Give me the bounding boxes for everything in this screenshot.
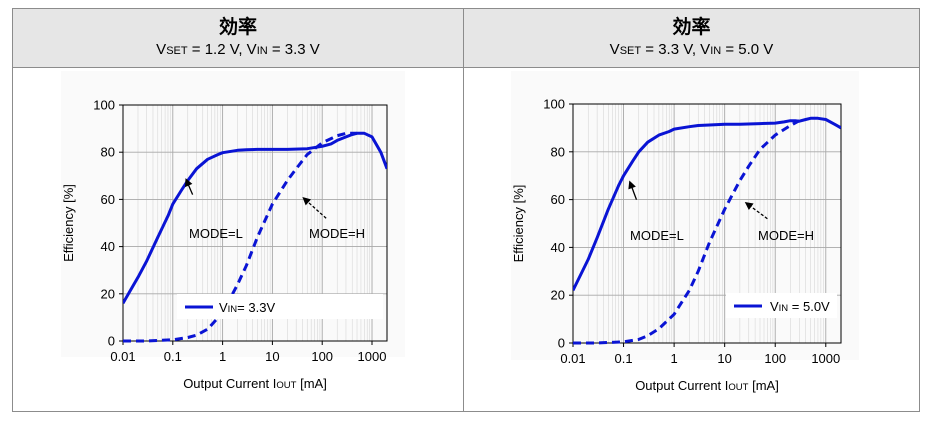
x-tick-label: 0.01: [560, 351, 585, 366]
grid: [572, 104, 842, 343]
series-line-mode-l: [573, 116, 841, 292]
y-tick-label: 60: [101, 192, 115, 207]
panel-title: 効率: [218, 16, 257, 38]
x-tick-label: 100: [311, 349, 333, 364]
x-axis-label-sub: OUT: [728, 382, 748, 393]
x-axis-label-sub: OUT: [276, 380, 296, 391]
x-tick-label: 1000: [358, 349, 387, 364]
annotation-label: MODE=L: [630, 228, 684, 243]
subtitle-vin-v: V: [700, 41, 711, 58]
x-axis-label: Output Current IOUT [mA]: [635, 378, 779, 393]
x-axis-label-main: Output Current I: [183, 376, 276, 391]
subtitle-vset-value: = 3.3 V,: [641, 41, 701, 58]
annotation-arrow-head: [744, 201, 754, 210]
plot-area: [122, 104, 388, 342]
plot-area: [572, 103, 842, 344]
efficiency-chart-left: 0.01 0.1 1 10 100 1000 0 20 40 60 80 100 Output Curr…: [61, 71, 405, 391]
annotation-label: MODE=L: [189, 226, 243, 241]
subtitle-vset-sub: SET: [166, 45, 188, 57]
legend-label-rest: = 5.0V: [788, 299, 830, 314]
panel-header-right: 効率 VSET = 3.3 V, VIN = 5.0 V: [464, 9, 919, 68]
annotation-label: MODE=H: [309, 226, 365, 241]
x-tick-label: 10: [717, 351, 731, 366]
annotation-arrow-head: [185, 178, 193, 188]
subtitle-vin-v: V: [246, 41, 257, 58]
subtitle-vin-value: = 5.0 V: [721, 41, 774, 58]
subtitle-vset-v: V: [156, 41, 167, 58]
x-axis-label: Output Current IOUT [mA]: [183, 376, 327, 391]
panel-header-left: 効率 VSET = 1.2 V, VIN = 3.3 V: [13, 9, 463, 68]
legend-label-v: V: [770, 299, 779, 314]
subtitle-vin-sub: IN: [256, 45, 268, 57]
y-tick-label: 0: [558, 336, 565, 351]
y-tick-label: 80: [101, 145, 115, 160]
legend-label: VIN = 5.0V: [770, 299, 830, 314]
legend-label-sub: IN: [228, 304, 238, 315]
y-tick-label: 60: [551, 192, 565, 207]
panel-subtitle: VSET = 3.3 V, VIN = 5.0 V: [464, 41, 919, 60]
x-tick-label: 0.01: [110, 349, 135, 364]
annotation-label: MODE=H: [758, 228, 814, 243]
series-line-mode-h: [123, 131, 357, 343]
annotation-arrow-line: [305, 199, 327, 219]
annotation-arrow-line: [748, 204, 768, 220]
efficiency-chart-right: 0.01 0.1 1 10 100 1000 0 20 40 60 80 100 Output Curr…: [511, 71, 859, 393]
subtitle-vin-value: = 3.3 V: [267, 41, 320, 58]
x-tick-label: 100: [764, 351, 786, 366]
subtitle-vin-sub: IN: [710, 45, 722, 57]
y-tick-label: 100: [93, 98, 115, 113]
legend-label: VIN= 3.3V: [219, 300, 275, 315]
y-axis-label: Efficiency [%]: [511, 185, 526, 263]
panel-left: 効率 VSET = 1.2 V, VIN = 3.3 V 0.01 0.1 1 10 1…: [13, 9, 464, 411]
subtitle-vset-value: = 1.2 V,: [187, 41, 247, 58]
y-tick-label: 20: [551, 288, 565, 303]
x-tick-label: 1000: [811, 351, 840, 366]
y-tick-label: 0: [108, 334, 115, 349]
x-tick-label: 1: [670, 351, 677, 366]
x-tick-label: 0.1: [615, 351, 633, 366]
annotation-arrow-head: [628, 180, 636, 190]
x-tick-label: 0.1: [164, 349, 182, 364]
y-tick-label: 40: [551, 240, 565, 255]
panel-right: 効率 VSET = 3.3 V, VIN = 5.0 V 0.01 0.1 1 10 1…: [464, 9, 919, 411]
legend-label-rest: = 3.3V: [237, 300, 275, 315]
annotation-arrow-head: [302, 197, 312, 206]
subtitle-vset-sub: SET: [619, 45, 642, 57]
legend-label-sub: IN: [779, 303, 789, 314]
panel-title: 効率: [672, 16, 711, 38]
subtitle-vset-v: V: [609, 41, 620, 58]
legend-label-v: V: [219, 300, 228, 315]
x-tick-label: 1: [219, 349, 226, 364]
y-tick-label: 20: [101, 286, 115, 301]
x-axis-label-main: Output Current I: [635, 378, 728, 393]
series-line-mode-h: [573, 119, 801, 345]
y-tick-label: 40: [101, 239, 115, 254]
x-tick-label: 10: [265, 349, 279, 364]
x-axis-label-unit: [mA]: [748, 378, 778, 393]
x-axis-label-unit: [mA]: [296, 376, 326, 391]
panel-subtitle: VSET = 1.2 V, VIN = 3.3 V: [13, 41, 463, 60]
efficiency-figure: 効率 VSET = 1.2 V, VIN = 3.3 V 0.01 0.1 1 10 1…: [12, 8, 920, 412]
y-tick-label: 100: [543, 97, 565, 112]
y-tick-label: 80: [551, 144, 565, 159]
y-axis-label: Efficiency [%]: [61, 184, 76, 262]
